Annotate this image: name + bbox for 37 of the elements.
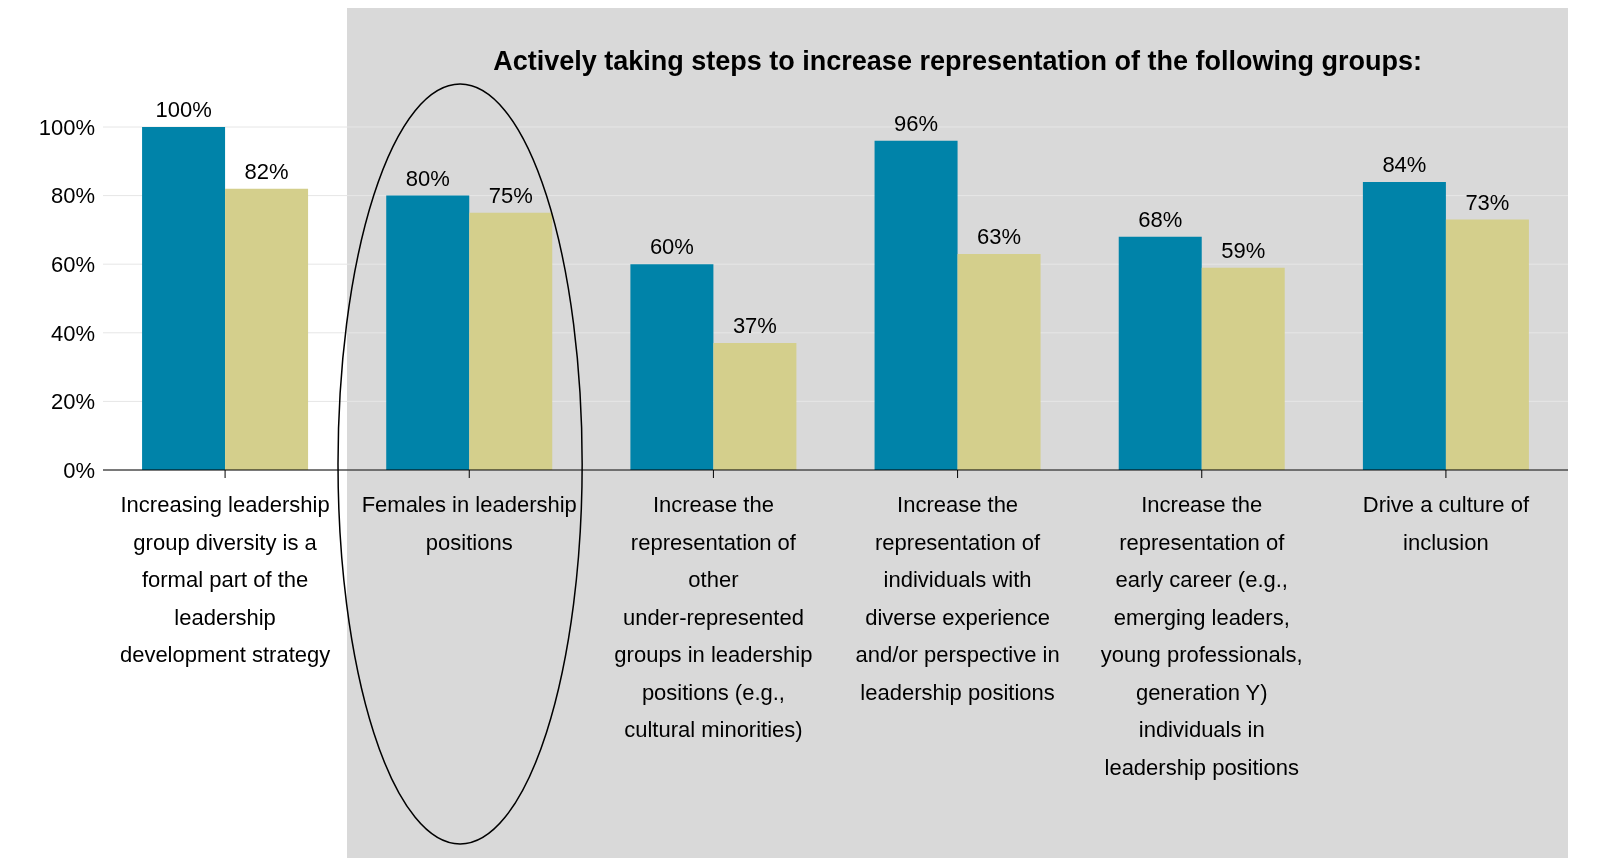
- bar: [957, 253, 1041, 470]
- data-label: 75%: [488, 182, 533, 208]
- chart-title: Actively taking steps to increase representation of the following groups:: [492, 46, 1423, 77]
- y-tick-label: 40%: [50, 320, 95, 346]
- y-tick-label: 0%: [63, 457, 95, 483]
- data-label: 80%: [405, 165, 450, 191]
- y-tick-label: 60%: [50, 252, 95, 278]
- bar: [1201, 267, 1285, 470]
- y-tick-label: 80%: [50, 183, 95, 209]
- y-tick-label: 20%: [50, 389, 95, 415]
- x-tick-label: Increase the representation of other under-represented groups in leadership positions (e.g., cultural minorities): [614, 492, 813, 742]
- data-label: 100%: [155, 97, 212, 122]
- bar: [713, 343, 797, 470]
- data-label: 59%: [1221, 237, 1266, 263]
- y-tick-label: 100%: [38, 114, 95, 140]
- bar: [1118, 236, 1202, 470]
- bar: [1445, 219, 1529, 470]
- data-label: 96%: [894, 110, 939, 136]
- x-tick-label: Increase the representation of early career (e.g., emerging leaders, young professionals, generation Y) individuals in leadership positions: [1100, 492, 1303, 780]
- data-label: 84%: [1382, 151, 1427, 177]
- bar: [142, 127, 226, 470]
- bar: [386, 195, 470, 470]
- x-tick-label: Increasing leadership group diversity is a formal part of the leadership development strategy: [119, 492, 331, 667]
- x-tick-label: Increase the representation of individuals with diverse experience and/or perspective in leadership positions: [855, 492, 1060, 705]
- x-tick-label: Females in leadership positions: [361, 492, 577, 555]
- bar: [1362, 181, 1446, 470]
- bar: [225, 188, 309, 470]
- data-label: 63%: [977, 223, 1022, 249]
- bar: [469, 212, 553, 470]
- bar: [874, 140, 958, 470]
- bar: [630, 264, 714, 470]
- data-label: 37%: [732, 313, 777, 339]
- data-label: 60%: [649, 234, 694, 260]
- data-label: 68%: [1138, 206, 1183, 232]
- data-label: 82%: [244, 158, 289, 184]
- data-label: 73%: [1465, 189, 1510, 215]
- x-tick-label: Drive a culture of inclusion: [1362, 492, 1530, 555]
